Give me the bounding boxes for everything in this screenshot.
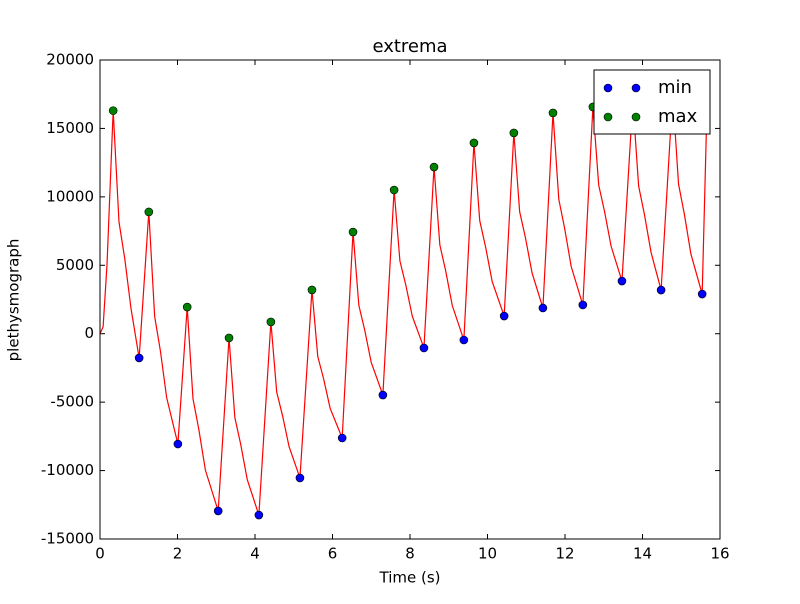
min-point bbox=[378, 390, 388, 400]
min-point bbox=[656, 285, 666, 295]
min-point bbox=[617, 276, 627, 286]
y-tick-label: 15000 bbox=[46, 119, 94, 137]
x-tick-label: 16 bbox=[710, 545, 729, 563]
max-point bbox=[144, 207, 154, 217]
chart-title: extrema bbox=[372, 36, 447, 57]
x-tick-label: 0 bbox=[95, 545, 105, 563]
y-tick-label: 0 bbox=[84, 324, 94, 342]
max-point bbox=[389, 185, 399, 195]
max-point bbox=[108, 106, 118, 115]
min-point bbox=[538, 303, 548, 313]
x-tick-label: 6 bbox=[328, 545, 338, 563]
x-tick-label: 10 bbox=[478, 545, 497, 563]
x-tick-label: 2 bbox=[173, 545, 183, 563]
plot-frame bbox=[99, 59, 721, 540]
y-tick-label: 5000 bbox=[56, 256, 94, 274]
y-tick-label: -15000 bbox=[41, 530, 94, 548]
min-point bbox=[697, 289, 707, 299]
min-point bbox=[337, 433, 347, 443]
min-point bbox=[213, 506, 223, 516]
legend-label: min bbox=[658, 77, 692, 98]
max-point bbox=[348, 227, 358, 237]
max-point bbox=[469, 138, 479, 148]
max-point bbox=[182, 302, 192, 312]
min-point bbox=[459, 335, 469, 345]
min-point bbox=[499, 311, 509, 321]
legend-label: max bbox=[658, 106, 698, 127]
max-point bbox=[548, 108, 558, 118]
min-point bbox=[295, 473, 305, 483]
y-tick-label: -10000 bbox=[41, 461, 94, 479]
x-tick-label: 4 bbox=[250, 545, 260, 563]
min-point bbox=[578, 300, 588, 310]
x-tick-label: 8 bbox=[405, 545, 415, 563]
x-axis-label: Time (s) bbox=[379, 569, 441, 587]
min-point bbox=[134, 353, 144, 363]
max-point bbox=[429, 162, 439, 172]
y-tick-label: -5000 bbox=[50, 393, 94, 411]
min-point bbox=[254, 510, 264, 520]
max-point bbox=[509, 128, 519, 138]
max-point bbox=[224, 333, 234, 343]
y-tick-label: 20000 bbox=[46, 51, 94, 69]
x-tick-label: 14 bbox=[633, 545, 652, 563]
legend-box bbox=[593, 69, 711, 135]
min-point bbox=[419, 343, 429, 353]
legend-marker bbox=[603, 83, 613, 93]
legend-marker bbox=[631, 83, 641, 93]
legend-marker bbox=[603, 112, 613, 122]
y-tick-label: 10000 bbox=[46, 187, 94, 205]
legend-marker bbox=[631, 112, 641, 122]
x-tick-label: 12 bbox=[555, 545, 574, 563]
max-point bbox=[307, 285, 317, 295]
max-point bbox=[266, 317, 276, 327]
min-point bbox=[173, 439, 183, 449]
y-axis-label: plethysmograph bbox=[5, 239, 23, 362]
